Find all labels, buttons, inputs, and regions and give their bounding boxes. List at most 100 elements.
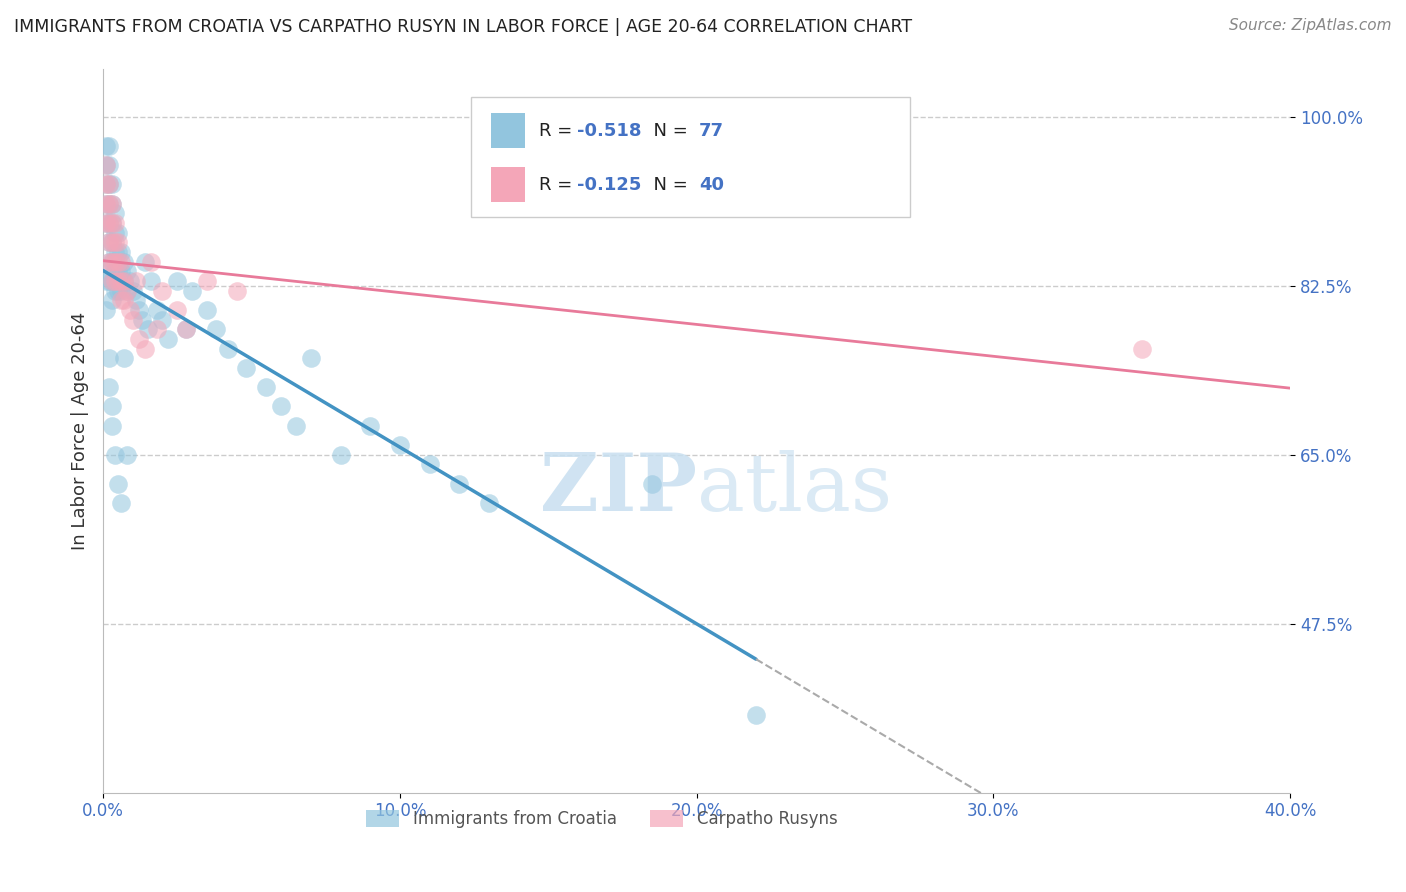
Point [217, 342, 239, 356]
Point [121, 284, 143, 298]
Point [235, 360, 257, 375]
Point [145, 302, 167, 317]
Text: IMMIGRANTS FROM CROATIA VS CARPATHO RUSYN IN LABOR FORCE | AGE 20-64 CORRELATION: IMMIGRANTS FROM CROATIA VS CARPATHO RUSY… [14, 18, 912, 36]
Point [110, 244, 132, 259]
Point [131, 312, 153, 326]
Point [449, 476, 471, 491]
Point [101, 293, 124, 308]
Text: R =: R = [538, 122, 578, 140]
Point [115, 264, 138, 278]
Point [94, 302, 117, 317]
Point [118, 302, 141, 317]
Point [134, 254, 156, 268]
Point [94, 178, 117, 192]
Text: Source: ZipAtlas.com: Source: ZipAtlas.com [1229, 18, 1392, 33]
Point [195, 274, 218, 288]
Point [128, 302, 150, 317]
Text: 40: 40 [699, 176, 724, 194]
Point [94, 216, 117, 230]
Text: R =: R = [538, 176, 578, 194]
Point [107, 244, 129, 259]
Point [128, 332, 150, 346]
Point [112, 254, 135, 268]
Point [139, 254, 162, 268]
Point [98, 196, 121, 211]
Text: -0.518: -0.518 [576, 122, 641, 140]
Point [98, 178, 121, 192]
Text: atlas: atlas [696, 450, 891, 527]
Point [299, 351, 322, 366]
Point [110, 496, 132, 510]
Point [98, 274, 121, 288]
Point [115, 284, 138, 298]
Point [181, 284, 204, 298]
Point [94, 216, 117, 230]
Point [101, 400, 124, 414]
Point [98, 380, 121, 394]
Text: 77: 77 [699, 122, 724, 140]
Point [478, 496, 501, 510]
Point [115, 448, 138, 462]
Point [101, 178, 124, 192]
Point [329, 448, 352, 462]
Point [152, 284, 174, 298]
Point [104, 244, 127, 259]
Point [110, 274, 132, 288]
Point [101, 274, 124, 288]
Point [107, 235, 129, 250]
Point [112, 351, 135, 366]
Point [104, 284, 127, 298]
Point [174, 322, 197, 336]
Point [110, 293, 132, 308]
Point [101, 274, 124, 288]
Point [225, 284, 247, 298]
Point [104, 206, 127, 220]
Point [112, 274, 135, 288]
Bar [491, 168, 524, 202]
Point [104, 274, 127, 288]
Point [94, 196, 117, 211]
Point [125, 274, 148, 288]
Point [112, 293, 135, 308]
Point [98, 235, 121, 250]
Point [174, 322, 197, 336]
Point [139, 274, 162, 288]
Point [98, 216, 121, 230]
Point [101, 418, 124, 433]
Point [195, 302, 218, 317]
Bar [491, 113, 524, 148]
Point [94, 196, 117, 211]
Point [107, 254, 129, 268]
Point [98, 178, 121, 192]
Point [101, 196, 124, 211]
Point [157, 332, 180, 346]
Point [98, 235, 121, 250]
Point [101, 254, 124, 268]
Point [104, 226, 127, 240]
Point [359, 418, 381, 433]
Point [98, 254, 121, 268]
Point [101, 196, 124, 211]
Point [285, 418, 308, 433]
Point [641, 476, 664, 491]
Point [388, 438, 411, 452]
Point [104, 216, 127, 230]
Legend: Immigrants from Croatia, Carpatho Rusyns: Immigrants from Croatia, Carpatho Rusyns [360, 804, 844, 835]
Text: ZIP: ZIP [540, 450, 696, 527]
Point [104, 448, 127, 462]
Point [166, 302, 188, 317]
Text: N =: N = [643, 122, 693, 140]
Point [134, 342, 156, 356]
Point [115, 284, 138, 298]
Y-axis label: In Labor Force | Age 20-64: In Labor Force | Age 20-64 [72, 311, 89, 549]
Point [98, 196, 121, 211]
Point [104, 254, 127, 268]
Text: N =: N = [643, 176, 693, 194]
Point [98, 351, 121, 366]
Point [107, 476, 129, 491]
Point [98, 158, 121, 172]
Point [110, 264, 132, 278]
Point [101, 216, 124, 230]
Point [94, 178, 117, 192]
Point [136, 322, 159, 336]
